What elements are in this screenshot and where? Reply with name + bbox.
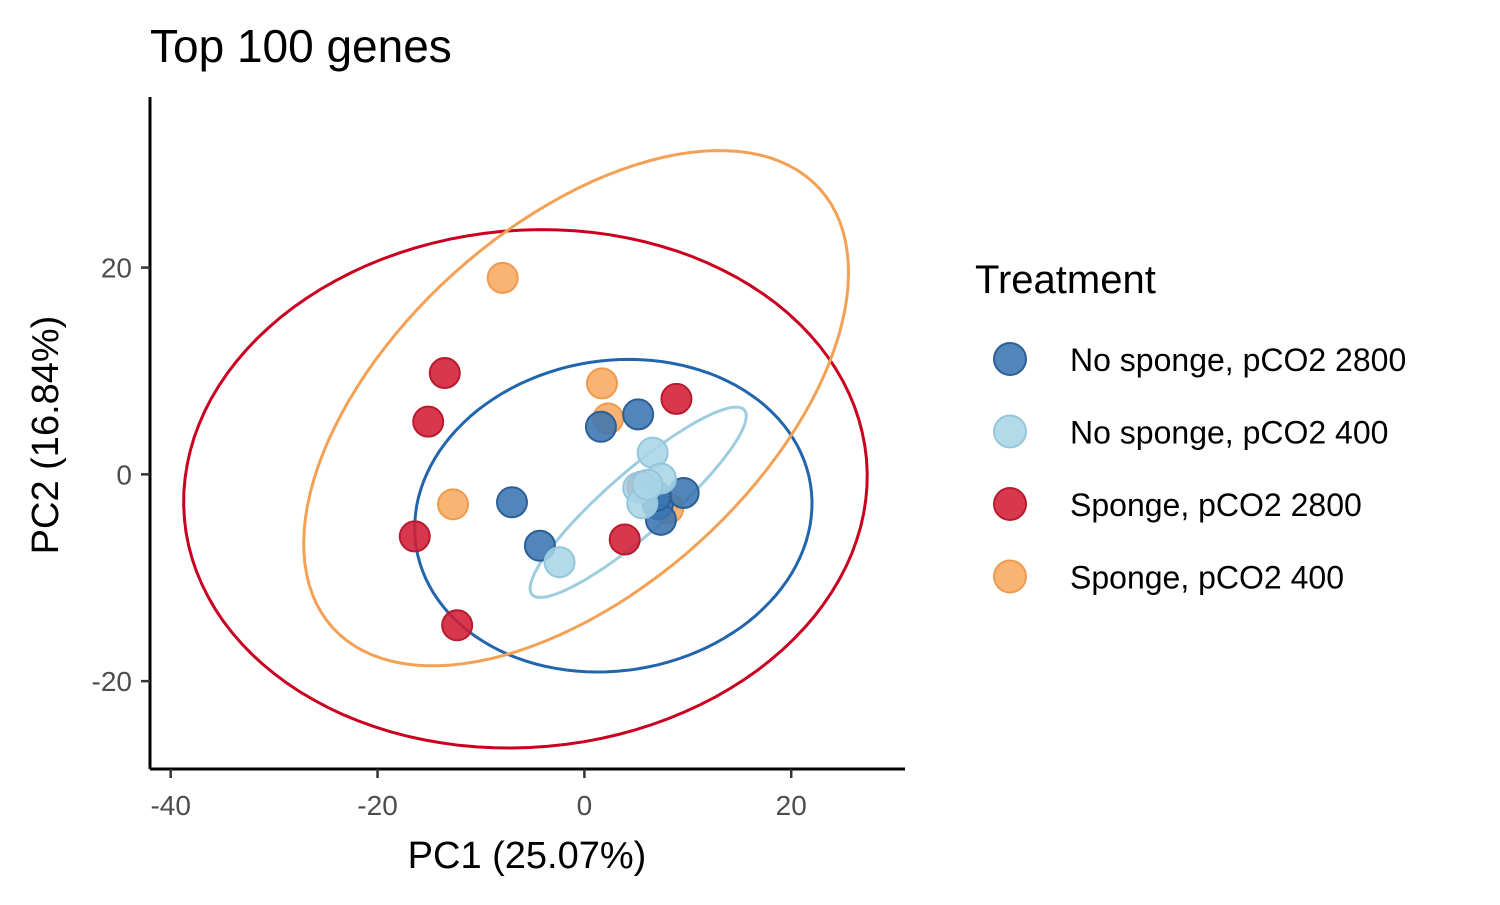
data-point [441, 609, 474, 642]
x-tick-label: -20 [357, 790, 397, 821]
data-point [608, 523, 641, 556]
ticks-layer: -40 -20 0 20 -20 0 20 [92, 253, 807, 821]
legend-label: No sponge, pCO2 400 [1070, 415, 1388, 451]
y-tick-label: -20 [92, 666, 132, 697]
confidence-ellipse [302, 149, 851, 668]
data-point [398, 520, 431, 553]
data-point [412, 405, 445, 438]
x-axis-title: PC1 (25.07%) [408, 835, 647, 877]
legend-key [993, 414, 1027, 449]
data-point [631, 468, 664, 501]
data-point [543, 546, 576, 579]
legend-label: Sponge, pCO2 400 [1070, 560, 1344, 596]
axes-layer [148, 97, 905, 771]
data-point [437, 488, 470, 521]
confidence-ellipse [528, 405, 748, 599]
chart-title: Top 100 genes [150, 20, 452, 72]
legend-key [993, 342, 1027, 376]
y-axis-title: PC2 (16.84%) [25, 316, 67, 555]
legend-key [993, 487, 1027, 521]
x-tick-label: -40 [150, 790, 190, 821]
y-tick-label: 0 [116, 459, 132, 490]
data-point [622, 398, 655, 431]
x-tick-label: 20 [776, 790, 807, 821]
legend-items: No sponge, pCO2 2800 No sponge, pCO2 400 S… [993, 342, 1406, 596]
data-point [486, 261, 519, 294]
legend-title: Treatment [975, 258, 1156, 302]
points-layer [398, 261, 700, 642]
data-point [584, 410, 617, 443]
legend-label: Sponge, pCO2 2800 [1070, 487, 1362, 523]
data-point [428, 357, 461, 390]
legend-key [993, 559, 1027, 594]
confidence-ellipse [182, 228, 869, 750]
ellipses-layer [182, 149, 869, 750]
data-point [585, 367, 618, 400]
x-tick-label: 0 [577, 790, 593, 821]
data-point [660, 382, 693, 415]
data-point [495, 486, 528, 519]
y-tick-label: 20 [101, 253, 132, 284]
legend-label: No sponge, pCO2 2800 [1070, 342, 1406, 378]
